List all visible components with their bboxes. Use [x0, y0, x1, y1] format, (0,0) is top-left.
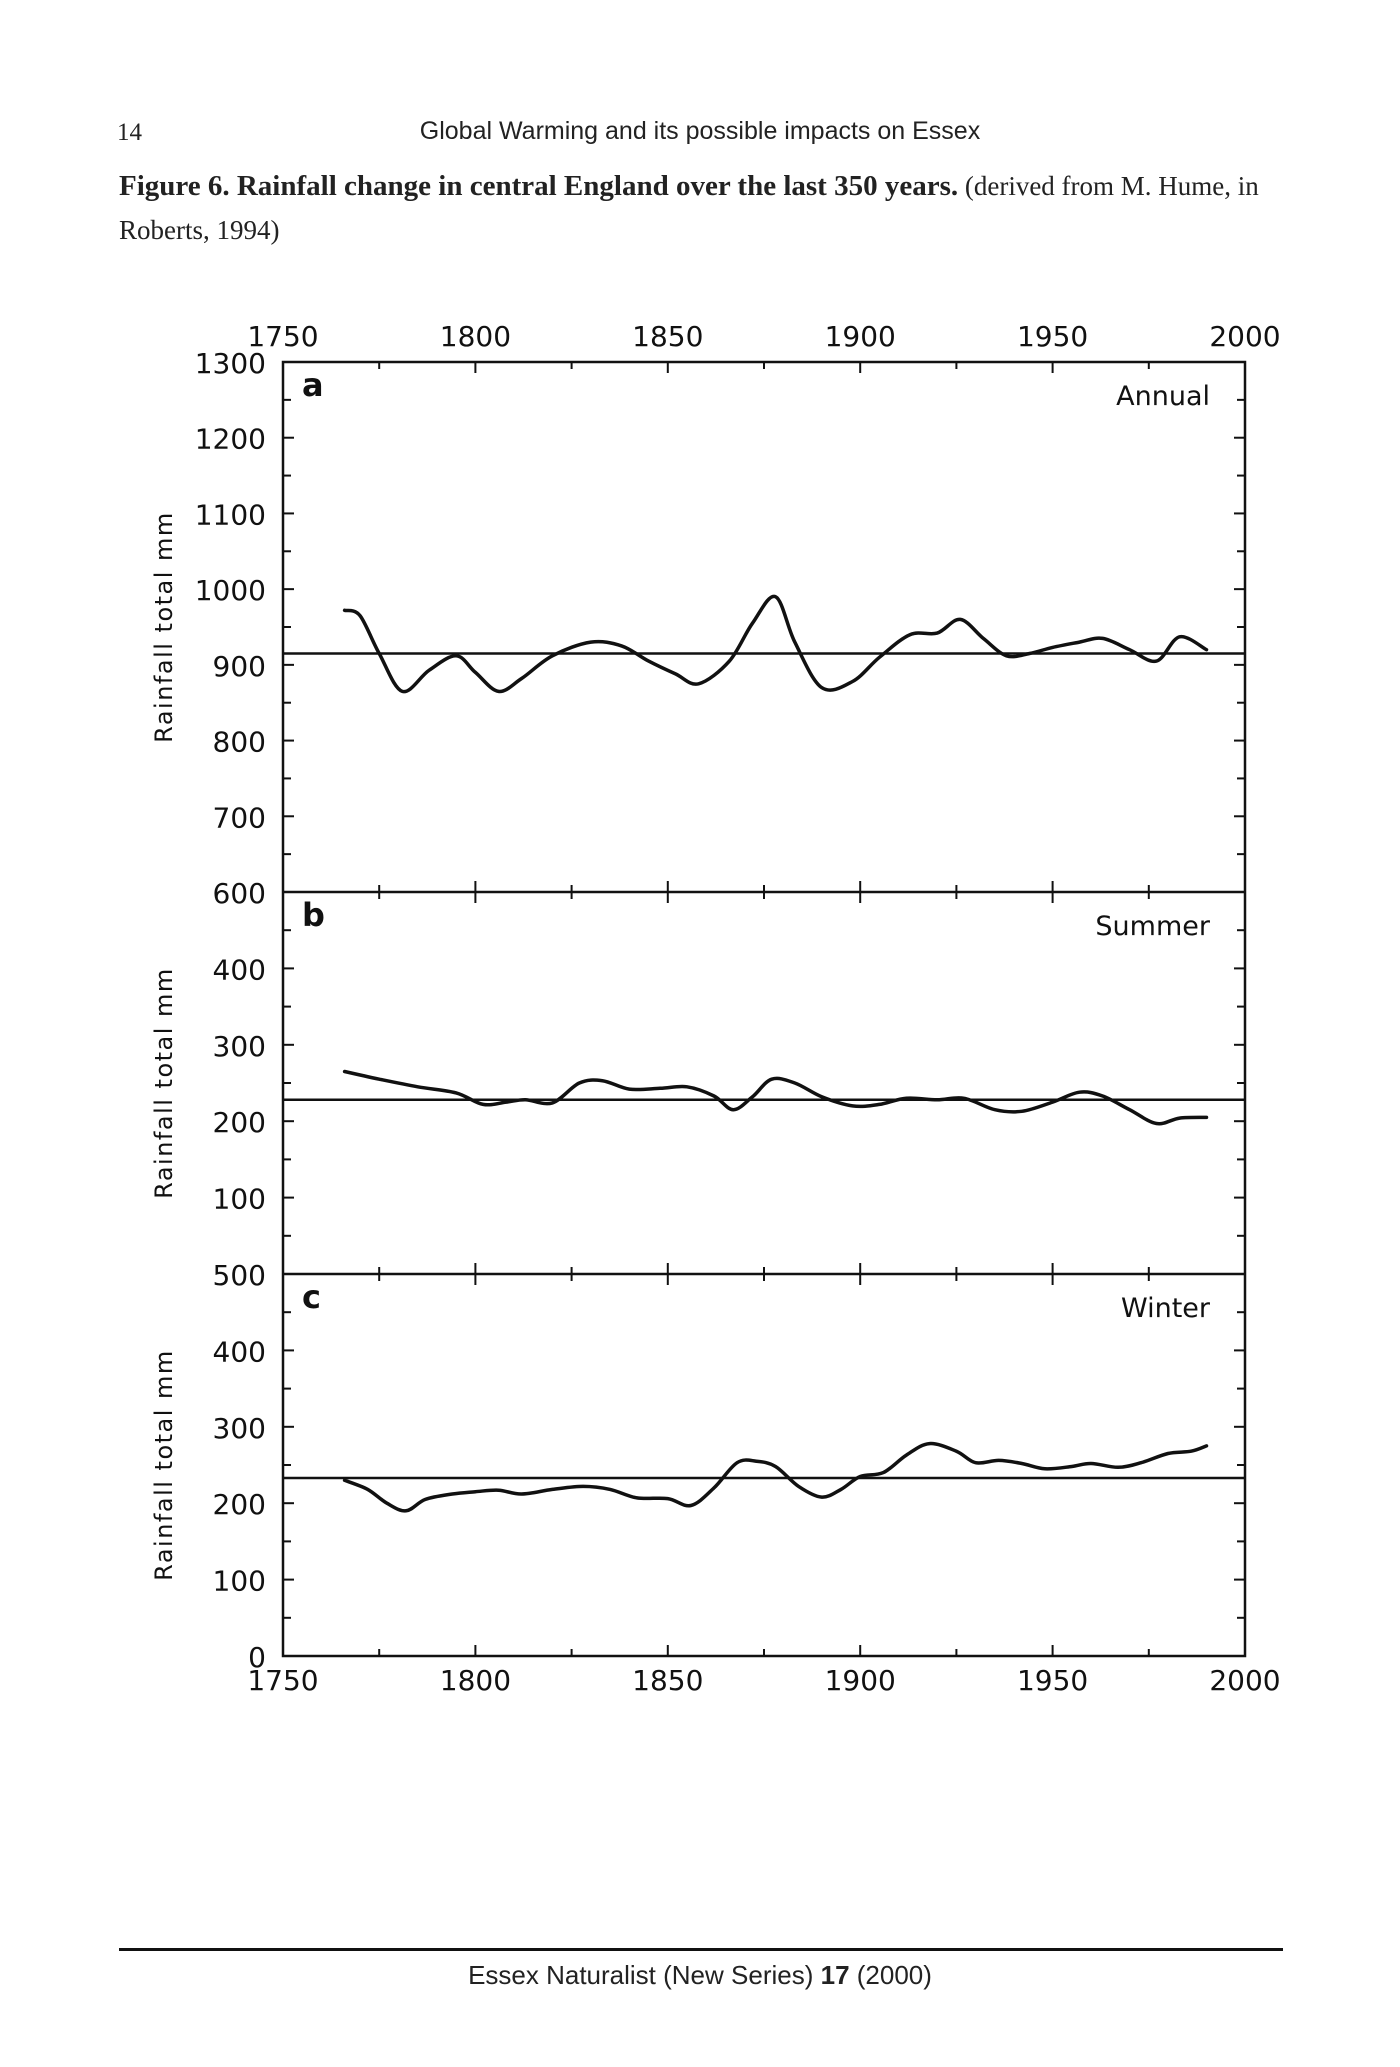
panel-c-xtick-label-bottom: 1850 — [632, 1664, 703, 1697]
journal-name: Essex Naturalist (New Series) — [468, 1960, 814, 1990]
journal-year: (2000) — [856, 1960, 932, 1990]
panel-a-ytick-label: 1200 — [195, 423, 266, 456]
panel-c-y-axis-title: Rainfall total mm — [150, 1349, 178, 1581]
panel-b-ytick-label: 100 — [213, 1183, 266, 1216]
caption-source: (derived from M. Hume, in Roberts, 1994) — [119, 171, 1259, 245]
figure-caption: Figure 6. Rainfall change in central Eng… — [119, 164, 1289, 252]
panel-a-ytick-label: 1100 — [195, 498, 266, 531]
panel-a-xtick-label-top: 1800 — [440, 320, 511, 353]
panel-b-ytick-label: 200 — [213, 1106, 266, 1139]
panel-a-y-axis-title: Rainfall total mm — [150, 511, 178, 743]
panel-a-ytick-label: 700 — [213, 801, 266, 834]
footer: Essex Naturalist (New Series) 17 (2000) — [0, 1960, 1400, 1991]
footer-rule — [119, 1948, 1283, 1951]
panel-c-season-title: Winter — [1121, 1293, 1211, 1324]
panel-a-panel-letter: a — [302, 366, 324, 404]
page-number: 14 — [117, 119, 142, 146]
panel-a-ytick-label: 600 — [213, 877, 266, 910]
panel-c-ytick-label: 300 — [213, 1412, 266, 1445]
panel-b-panel-letter: b — [302, 896, 325, 934]
panel-c-ytick-label: 500 — [213, 1259, 266, 1292]
panel-c-xtick-label-bottom: 2000 — [1209, 1664, 1280, 1697]
panel-c-ytick-label: 100 — [213, 1565, 266, 1598]
panel-a-xtick-label-top: 1750 — [247, 320, 318, 353]
panel-a-rainfall-curve — [342, 594, 1209, 694]
panel-c-xtick-label-bottom: 1950 — [1017, 1664, 1088, 1697]
panel-c-ytick-label: 400 — [213, 1335, 266, 1368]
panel-c-xtick-label-bottom: 1900 — [825, 1664, 896, 1697]
panel-c-ytick-label: 0 — [248, 1641, 266, 1674]
panel-a-season-title: Annual — [1116, 381, 1210, 412]
panel-b-ytick-label: 400 — [213, 953, 266, 986]
panel-a-ytick-label: 1300 — [195, 347, 266, 380]
volume-number: 17 — [820, 1960, 850, 1990]
panel-a-ytick-label: 800 — [213, 726, 266, 759]
panel-a-xtick-label-top: 1850 — [632, 320, 703, 353]
panel-b-y-axis-title: Rainfall total mm — [150, 967, 178, 1199]
panel-a-ytick-label: 900 — [213, 650, 266, 683]
panel-c-ytick-label: 200 — [213, 1488, 266, 1521]
panel-c-xtick-label-bottom: 1750 — [247, 1664, 318, 1697]
panel-c-rainfall-curve — [342, 1441, 1209, 1513]
panel-c-panel-letter: c — [302, 1278, 321, 1316]
panel-a-xtick-label-top: 2000 — [1209, 320, 1280, 353]
panel-c-xtick-label-bottom: 1800 — [440, 1664, 511, 1697]
panel-a-ytick-label: 1000 — [195, 574, 266, 607]
panel-b-ytick-label: 300 — [213, 1030, 266, 1063]
panel-a-xtick-label-top: 1950 — [1017, 320, 1088, 353]
panel-b-rainfall-curve — [342, 1069, 1209, 1126]
panel-b-season-title: Summer — [1095, 911, 1210, 942]
panel-a-xtick-label-top: 1900 — [825, 320, 896, 353]
running-head: Global Warming and its possible impacts … — [419, 117, 981, 145]
caption-title: Figure 6. Rainfall change in central Eng… — [119, 170, 959, 202]
